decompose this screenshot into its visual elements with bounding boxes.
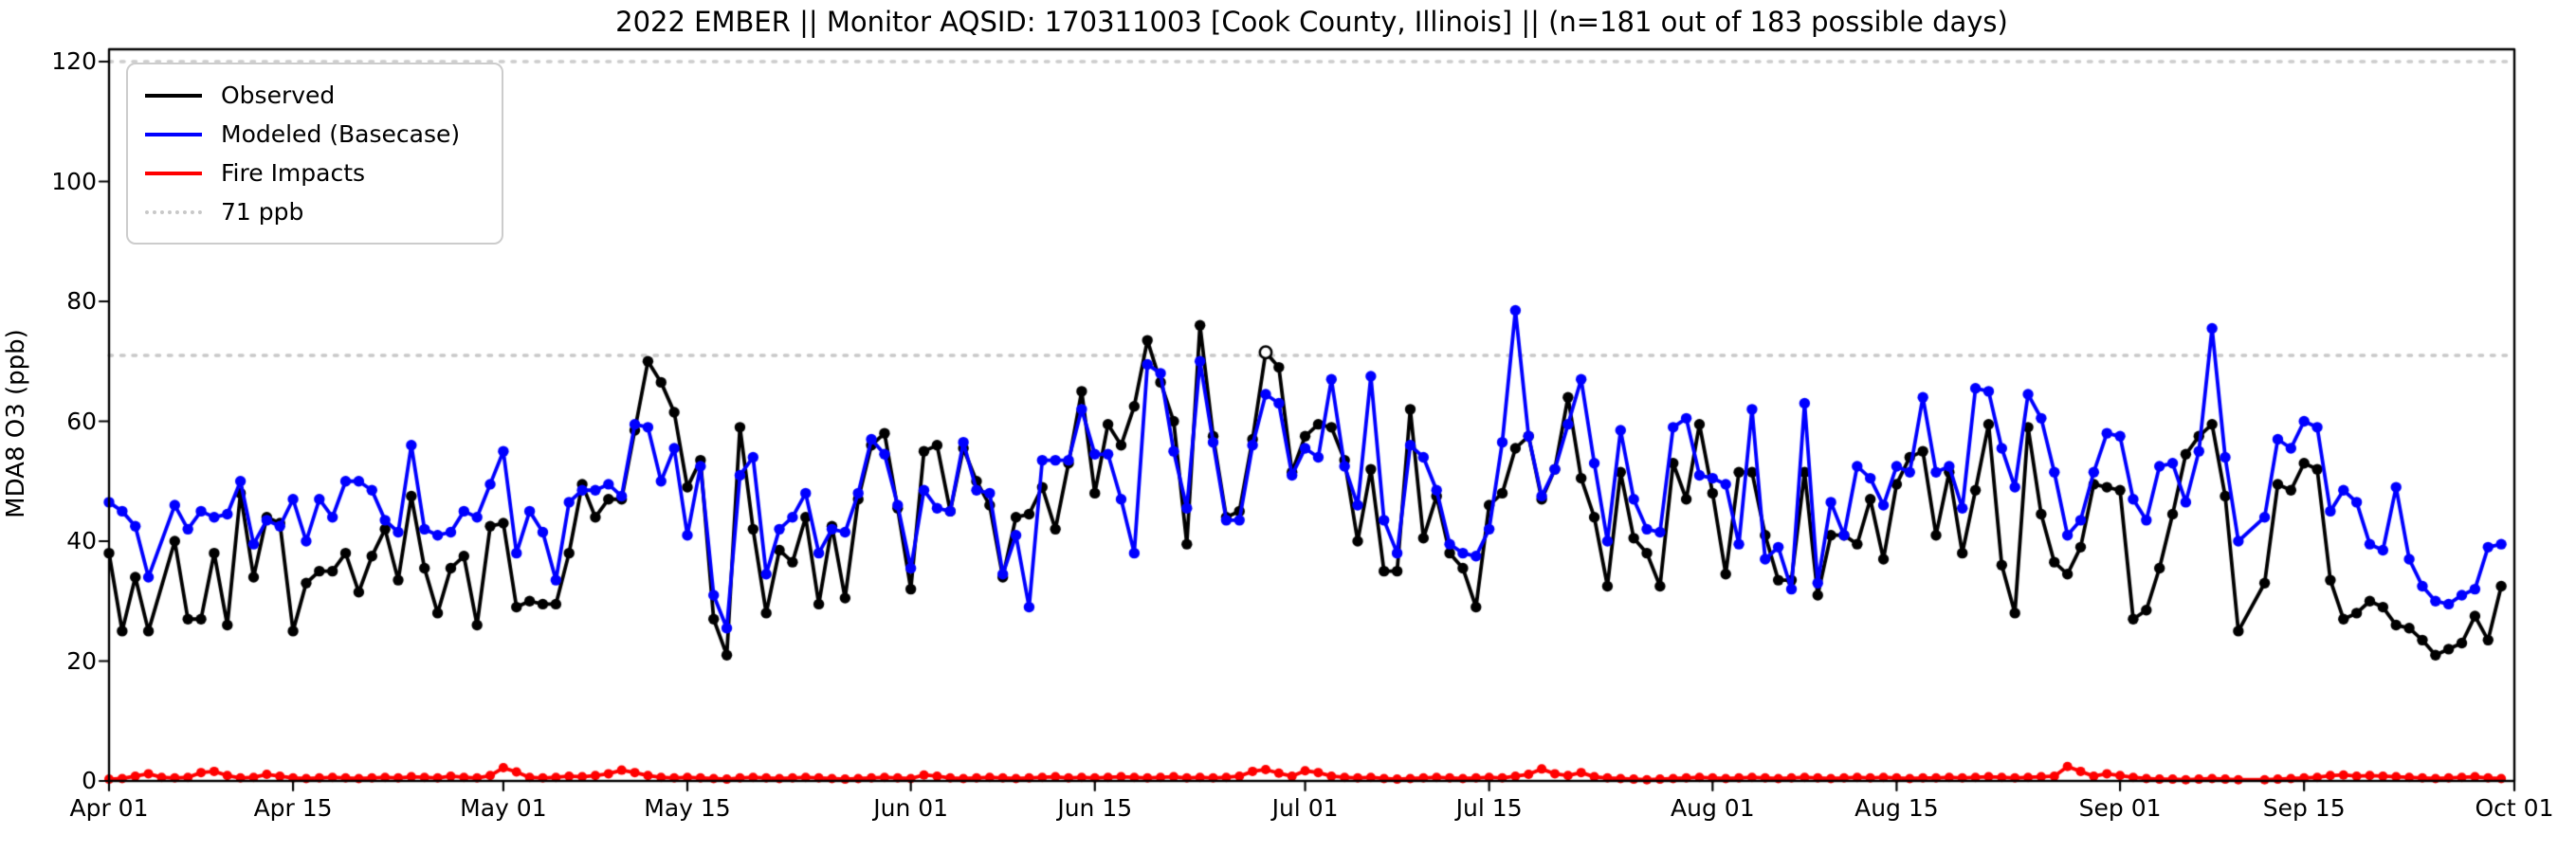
legend-label-threshold: 71 ppb — [221, 198, 304, 226]
legend: Observed Modeled (Basecase) Fire Impacts… — [126, 63, 503, 245]
x-tick-label: Apr 01 — [69, 794, 149, 822]
y-tick-label: 60 — [66, 407, 97, 435]
x-tick-label: Apr 15 — [253, 794, 333, 822]
legend-item-observed: Observed — [145, 76, 484, 115]
legend-label-fire: Fire Impacts — [221, 159, 366, 187]
x-tick-label: Sep 01 — [2078, 794, 2162, 822]
observed-line-swatch — [145, 93, 202, 98]
x-tick-label: Jul 01 — [1271, 794, 1339, 822]
chart-title: 2022 EMBER || Monitor AQSID: 170311003 [… — [615, 6, 2008, 38]
x-tick-label: Sep 15 — [2262, 794, 2346, 822]
x-tick-label: Jun 15 — [1057, 794, 1133, 822]
legend-item-threshold: 71 ppb — [145, 192, 484, 231]
modeled-line-swatch — [145, 132, 202, 136]
x-tick-label: Jun 01 — [873, 794, 949, 822]
fire-line-swatch — [145, 171, 202, 175]
y-tick-label: 40 — [66, 527, 97, 554]
legend-label-modeled: Modeled (Basecase) — [221, 120, 461, 148]
x-tick-label: Oct 01 — [2475, 794, 2554, 822]
legend-label-observed: Observed — [221, 82, 336, 109]
x-tick-label: May 15 — [644, 794, 731, 822]
x-tick-label: May 01 — [460, 794, 547, 822]
y-tick-label: 80 — [66, 287, 97, 315]
threshold-line-swatch — [145, 209, 202, 214]
x-tick-label: Aug 01 — [1671, 794, 1755, 822]
legend-item-modeled: Modeled (Basecase) — [145, 115, 484, 154]
y-tick-label: 20 — [66, 646, 97, 675]
x-tick-label: Aug 15 — [1854, 794, 1939, 822]
y-tick-label: 120 — [51, 47, 97, 75]
legend-item-fire: Fire Impacts — [145, 154, 484, 192]
y-tick-label: 0 — [82, 767, 97, 794]
y-tick-label: 100 — [51, 167, 97, 195]
x-tick-label: Jul 15 — [1455, 794, 1523, 822]
